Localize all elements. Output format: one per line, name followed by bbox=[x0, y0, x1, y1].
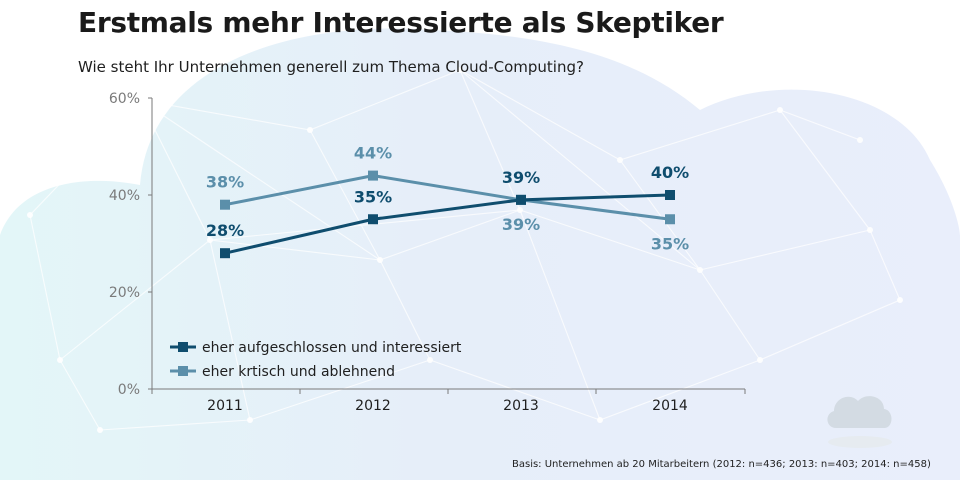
data-label: 40% bbox=[651, 163, 689, 182]
legend-label: eher krtisch und ablehnend bbox=[202, 364, 395, 380]
y-tick-label: 0% bbox=[118, 382, 140, 398]
data-label: 35% bbox=[651, 234, 689, 253]
chart-title: Erstmals mehr Interessierte als Skeptike… bbox=[78, 6, 724, 39]
chart-subtitle: Wie steht Ihr Unternehmen generell zum T… bbox=[78, 58, 584, 76]
footnote: Basis: Unternehmen ab 20 Mitarbeitern (2… bbox=[512, 459, 931, 470]
series-line bbox=[224, 193, 671, 255]
data-point bbox=[368, 214, 378, 225]
data-label: 39% bbox=[502, 215, 540, 234]
data-point bbox=[220, 248, 230, 259]
data-label: 35% bbox=[354, 187, 392, 206]
data-point bbox=[665, 190, 675, 200]
legend-label: eher aufgeschlossen und interessiert bbox=[202, 340, 462, 356]
data-label: 28% bbox=[206, 221, 244, 240]
data-point bbox=[220, 199, 230, 210]
legend-marker bbox=[178, 342, 188, 352]
data-point bbox=[516, 194, 526, 205]
y-tick-label: 20% bbox=[109, 285, 140, 301]
cloud-icon bbox=[827, 396, 892, 448]
data-label: 39% bbox=[502, 168, 540, 187]
x-tick-label: 2012 bbox=[355, 398, 391, 414]
x-tick-label: 2011 bbox=[207, 398, 243, 414]
y-tick-label: 40% bbox=[109, 188, 140, 204]
x-tick-label: 2013 bbox=[503, 398, 539, 414]
data-label: 44% bbox=[354, 144, 392, 163]
data-point bbox=[665, 214, 675, 225]
data-point bbox=[368, 170, 378, 181]
y-tick-label: 60% bbox=[109, 91, 140, 107]
data-label: 38% bbox=[206, 173, 244, 192]
legend-marker bbox=[178, 366, 188, 376]
series-line bbox=[224, 174, 671, 221]
x-tick-label: 2014 bbox=[652, 398, 688, 414]
